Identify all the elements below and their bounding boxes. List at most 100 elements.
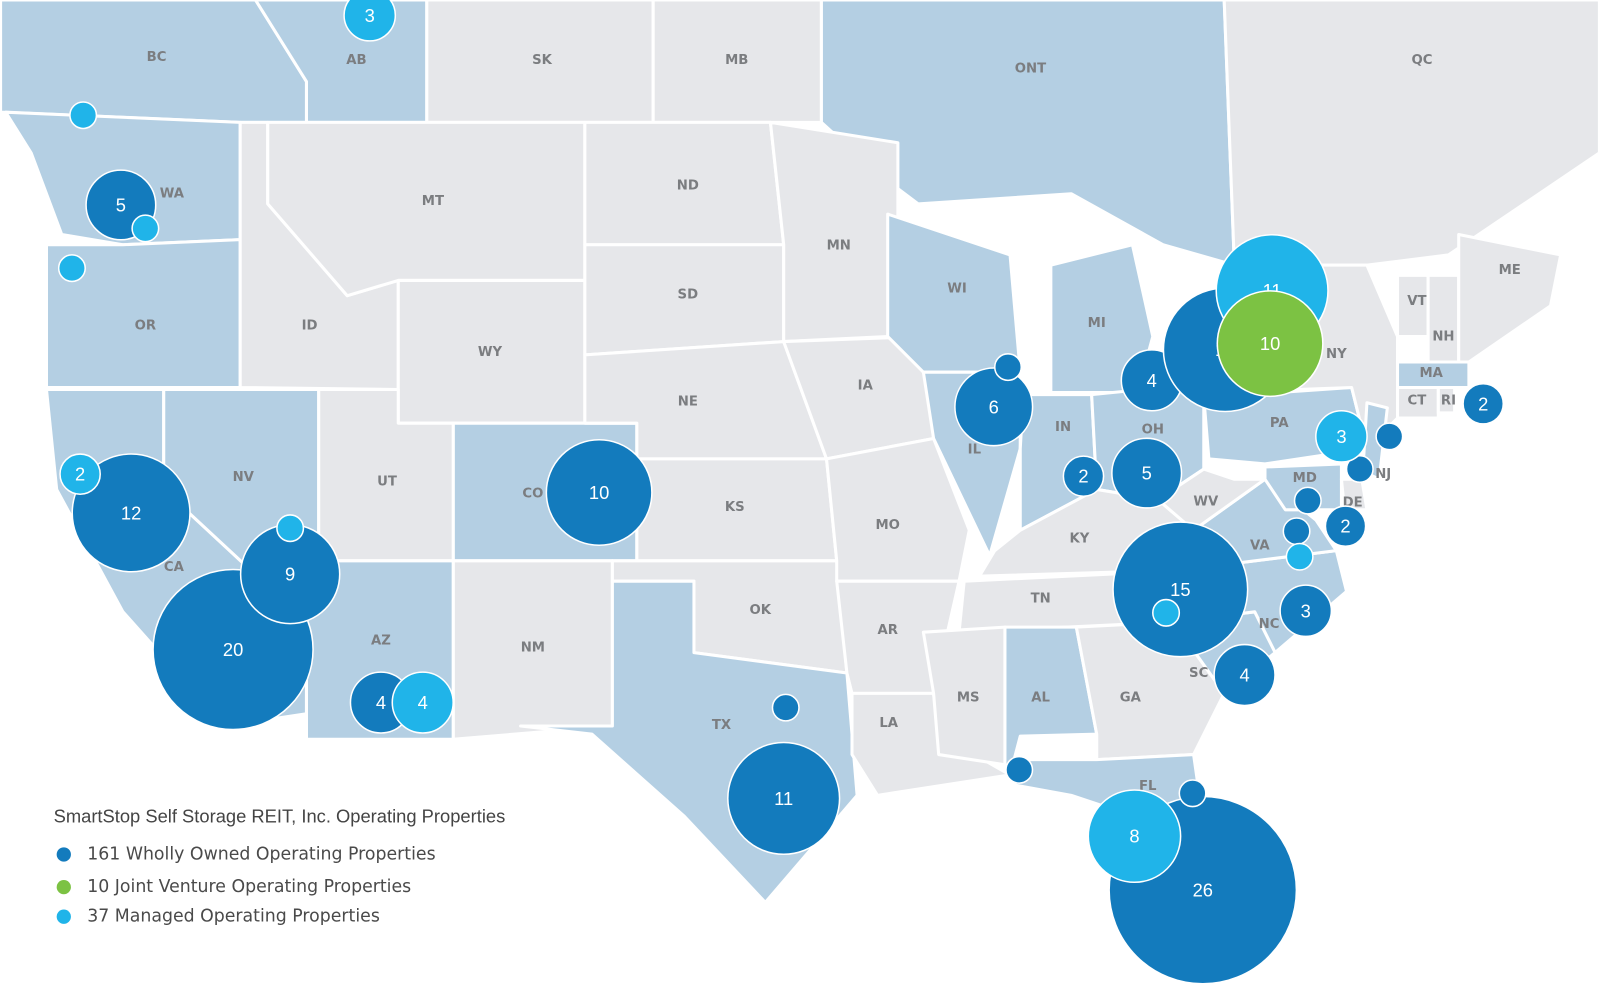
region-label: NJ <box>1375 467 1391 482</box>
region <box>921 625 1007 767</box>
bubble <box>1293 486 1322 515</box>
legend-label: 161 Wholly Owned Operating Properties <box>87 844 435 864</box>
bubble <box>1087 789 1182 884</box>
region-label: KY <box>1069 531 1089 546</box>
region-label: OH <box>1142 422 1164 437</box>
bubble <box>1282 517 1311 546</box>
region-label: MN <box>827 239 851 254</box>
bubble-label: 10 <box>1260 333 1280 354</box>
bubble-label: 2 <box>1078 466 1088 487</box>
region <box>1436 385 1457 415</box>
bubble <box>1062 455 1105 498</box>
bubble <box>1152 598 1181 627</box>
bubble <box>343 0 397 42</box>
region-label: SC <box>1189 666 1208 681</box>
bubble <box>954 367 1034 447</box>
region-label: ONT <box>1015 61 1046 76</box>
region <box>1395 360 1471 390</box>
region <box>1395 385 1440 420</box>
bubble <box>727 741 841 856</box>
region-label: AZ <box>371 633 391 648</box>
region-labels: BC AB SK MB ONT QC WA OR CA NV ID MT WY UT CO AZ NM ND SD N… <box>135 50 1521 794</box>
region-label: MD <box>1293 471 1317 486</box>
bubble-label: 3 <box>1336 426 1346 447</box>
region-label: OK <box>749 603 771 618</box>
bubble <box>771 693 800 722</box>
legend-marker <box>56 847 71 862</box>
region-label: IA <box>858 378 874 393</box>
legend-label: 37 Managed Operating Properties <box>87 907 380 927</box>
region-label: CA <box>164 560 185 575</box>
bubble <box>1462 382 1505 425</box>
bubble-label: 26 <box>1193 880 1213 901</box>
bubble-label: 9 <box>285 564 295 585</box>
region-label: NC <box>1259 617 1280 632</box>
bubble <box>1216 290 1324 398</box>
region-label: NM <box>521 640 545 655</box>
region <box>1426 273 1461 364</box>
region-label: WV <box>1193 495 1219 510</box>
legend-title: SmartStop Self Storage REIT, Inc. Operat… <box>54 806 506 827</box>
bubble <box>69 101 98 130</box>
region-label: CO <box>522 487 543 502</box>
bubble-label: 11 <box>774 788 793 809</box>
bubble <box>57 254 86 283</box>
region <box>768 120 900 344</box>
region-label: RI <box>1441 394 1456 409</box>
region-label: WI <box>947 282 967 297</box>
region-label: CT <box>1408 394 1427 409</box>
region-label: AR <box>877 623 897 638</box>
bubble-label: 3 <box>365 5 375 26</box>
region-label: TN <box>1031 592 1051 607</box>
bubble <box>391 671 454 734</box>
region-label: OR <box>135 318 156 333</box>
region-label: AB <box>346 53 366 68</box>
bubble-label: 6 <box>989 396 999 417</box>
bubble <box>59 453 101 496</box>
legend-marker <box>56 879 71 895</box>
bubble <box>1178 779 1207 808</box>
bubble <box>545 438 653 547</box>
bubble-label: 4 <box>1239 665 1249 686</box>
region-label: NV <box>233 470 255 485</box>
region-label: MA <box>1419 366 1443 381</box>
region-label: BC <box>147 50 167 65</box>
bubble-label: 3 <box>1301 600 1311 621</box>
bubble-label: 4 <box>1147 370 1157 391</box>
region-label: MO <box>875 518 899 533</box>
region-label: MB <box>725 53 748 68</box>
region-label: ID <box>302 318 318 333</box>
bubble-label: 15 <box>1170 579 1190 600</box>
bubble <box>1213 643 1276 707</box>
region-label: AL <box>1031 690 1050 705</box>
region-label: ND <box>677 179 699 194</box>
bubble-label: 12 <box>121 502 141 523</box>
bubble <box>1279 584 1333 638</box>
bubble <box>1315 410 1368 463</box>
bubble <box>1324 505 1367 548</box>
bubble <box>131 214 160 243</box>
region-label: WA <box>160 187 185 202</box>
region-label: NY <box>1326 347 1347 362</box>
region-label: IN <box>1055 420 1071 435</box>
region-label: VT <box>1407 294 1426 309</box>
bubble <box>1005 755 1034 784</box>
bubble <box>1375 422 1404 451</box>
bubbles: 5122094101162541322153426324311810 <box>57 0 1505 985</box>
bubble <box>1112 521 1249 658</box>
region-label: MS <box>957 690 980 705</box>
region-label: IL <box>968 443 982 458</box>
bubble-label: 4 <box>376 692 386 713</box>
region-label: TX <box>712 718 731 733</box>
region-label: KS <box>725 500 745 515</box>
legend-marker <box>56 909 71 924</box>
region-label: ME <box>1499 263 1521 278</box>
bubble-label: 20 <box>223 639 243 660</box>
region-label: MI <box>1088 316 1106 331</box>
region-label: UT <box>377 474 397 489</box>
bubble-label: 2 <box>1340 516 1350 537</box>
region-label: GA <box>1120 690 1142 705</box>
region-label: LA <box>879 716 898 731</box>
